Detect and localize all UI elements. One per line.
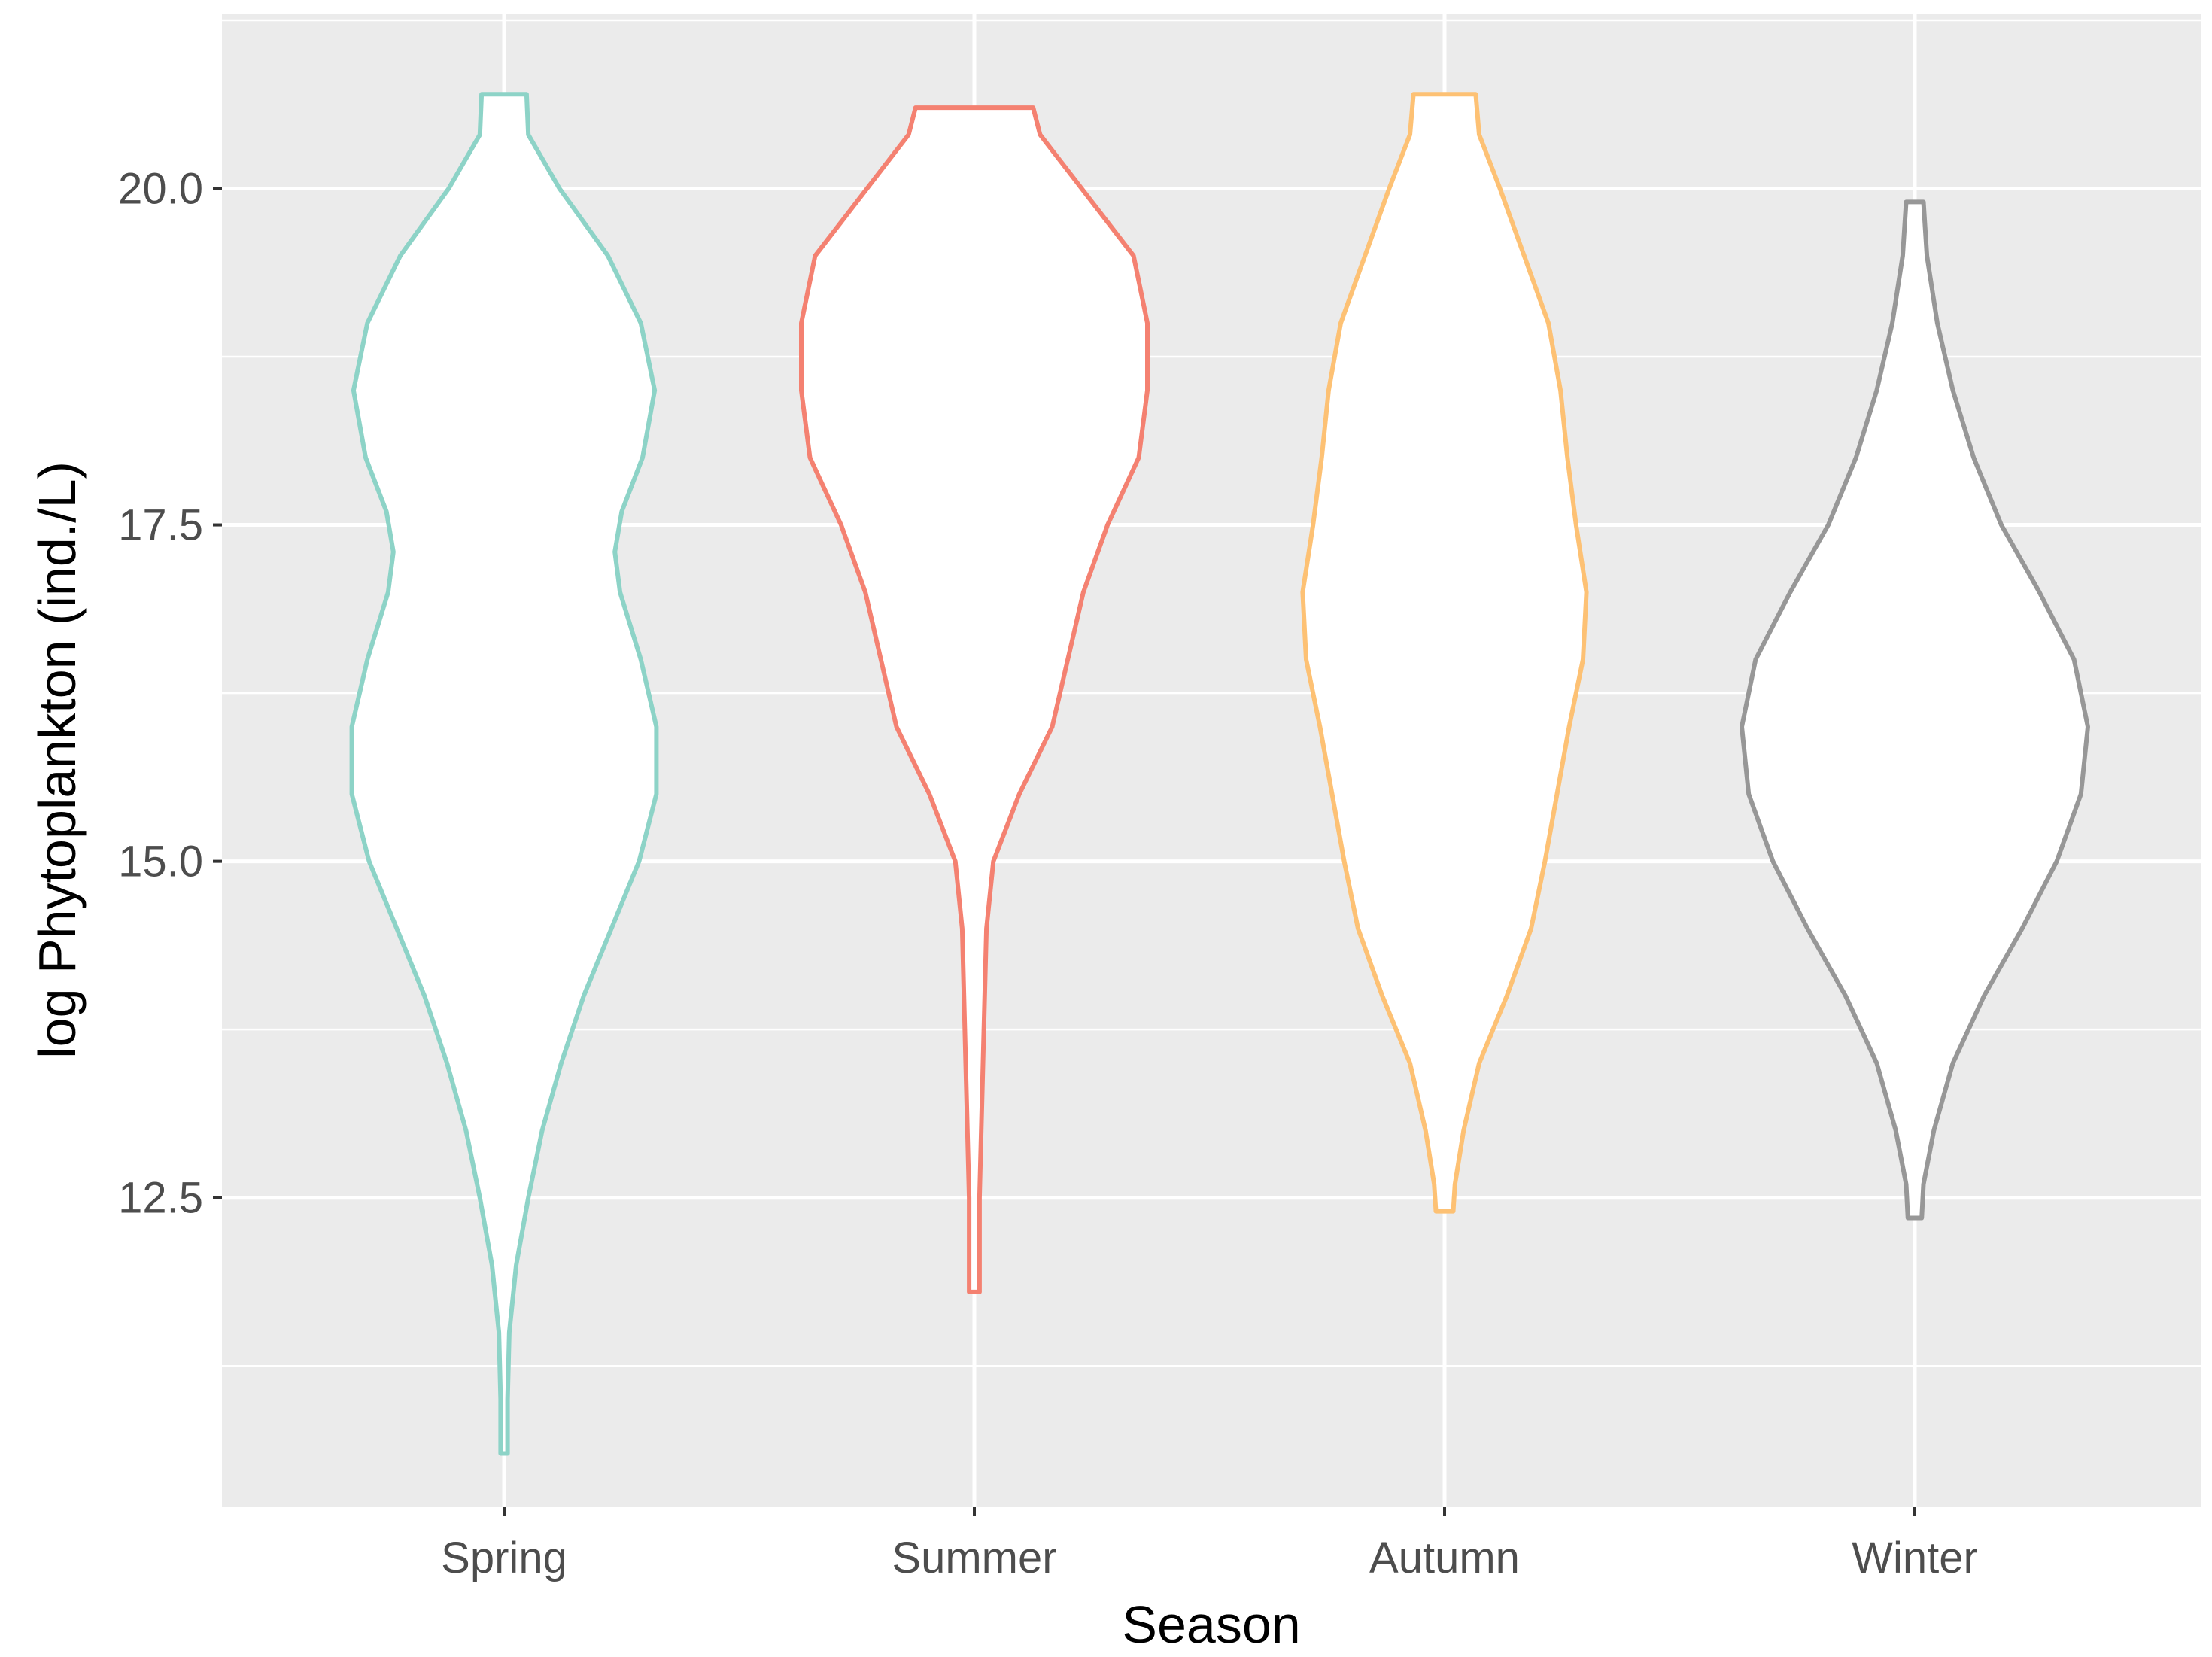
y-axis-title: log Phytoplankton (ind./L) — [28, 461, 87, 1059]
violin-spring — [349, 92, 659, 1456]
y-tick-label-1: 15.0 — [118, 838, 203, 886]
axes: 12.5 15.0 17.5 20.0 Spring Summer Autumn Winter — [118, 164, 1978, 1583]
x-tick-label-autumn: Autumn — [1369, 1534, 1520, 1583]
x-tick-label-winter: Winter — [1852, 1534, 1978, 1583]
x-tick-label-spring: Spring — [441, 1534, 567, 1583]
x-axis-title: Season — [1122, 1595, 1300, 1653]
y-tick-label-2: 17.5 — [118, 501, 203, 550]
violins — [349, 92, 2090, 1456]
violin-summer — [799, 105, 1150, 1294]
x-tick-label-summer: Summer — [892, 1534, 1056, 1583]
violin-winter — [1740, 199, 2090, 1221]
y-tick-label-0: 12.5 — [118, 1174, 203, 1223]
y-tick-label-3: 20.0 — [118, 164, 203, 213]
violin-autumn — [1300, 92, 1589, 1214]
